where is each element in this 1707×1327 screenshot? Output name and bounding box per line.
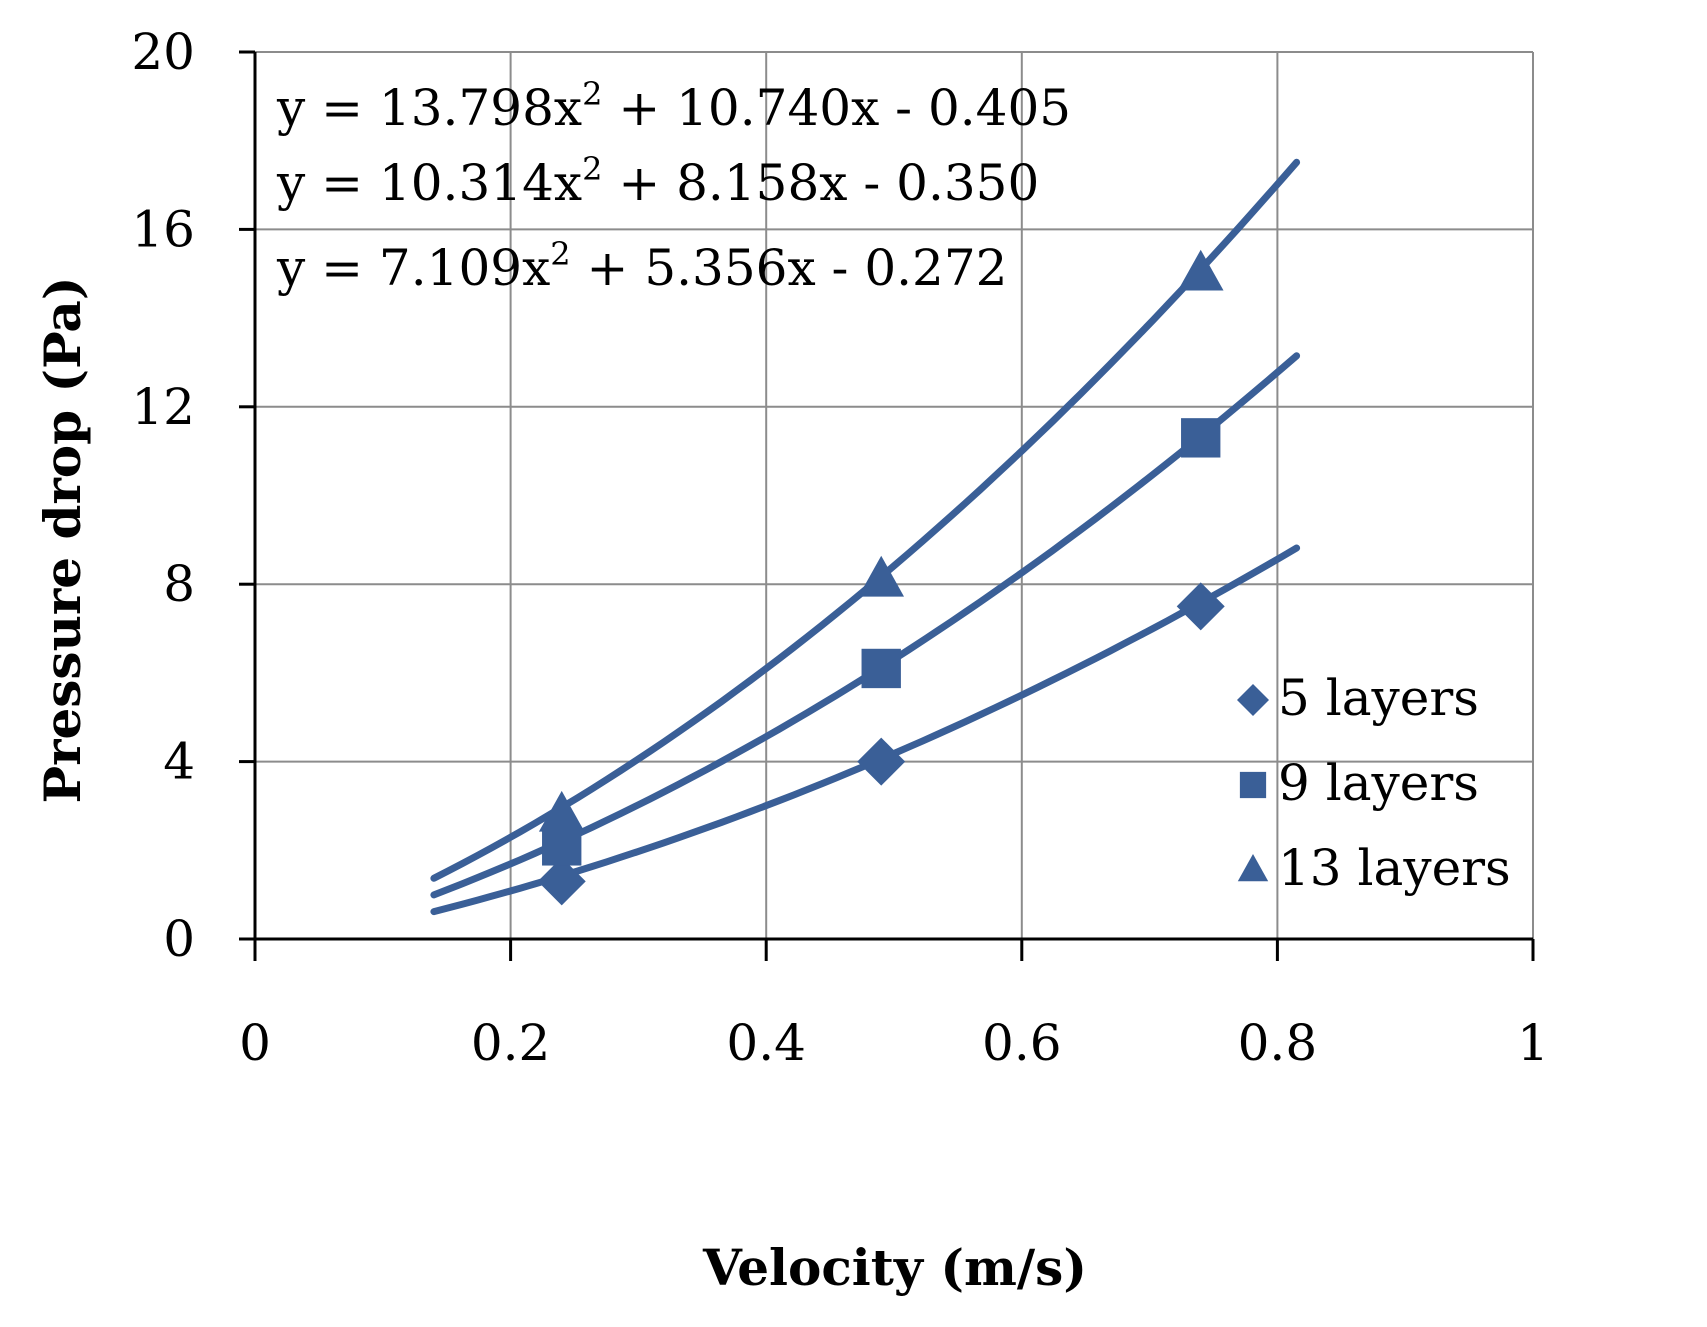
y-tick-label-4: 16	[131, 200, 195, 258]
equation-1: y = 10.314x2 + 8.158x - 0.350	[276, 150, 1039, 212]
point-1-1	[861, 648, 901, 689]
y-axis-title: Pressure drop (Pa)	[33, 277, 92, 804]
x-tick-label-4: 0.8	[1238, 1014, 1318, 1072]
axes	[239, 50, 1535, 961]
legend-label-2: 13 layers	[1278, 839, 1511, 897]
equation-0: y = 13.798x2 + 10.740x - 0.405	[276, 75, 1071, 137]
x-tick-label-3: 0.6	[982, 1014, 1062, 1072]
legend-marker-2	[1237, 854, 1269, 882]
x-axis-title: Velocity (m/s)	[702, 1238, 1087, 1297]
point-2-0	[538, 790, 585, 832]
y-tick-label-5: 20	[131, 23, 195, 81]
x-tick-label-0: 0	[239, 1014, 271, 1072]
point-1-0	[542, 826, 582, 866]
legend: 5 layers 9 layers 13 layers	[1237, 669, 1511, 897]
y-tick-label-1: 4	[163, 733, 195, 791]
point-0-2	[1176, 582, 1225, 631]
x-tick-label-1: 0.2	[471, 1014, 551, 1072]
point-1-2	[1181, 418, 1221, 458]
point-0-1	[857, 737, 906, 786]
equation-annotations: y = 13.798x2 + 10.740x - 0.405 y = 10.314…	[276, 75, 1071, 297]
point-2-2	[1177, 249, 1224, 291]
y-tick-label-0: 0	[163, 910, 195, 968]
legend-marker-1	[1239, 771, 1267, 799]
legend-label-0: 5 layers	[1278, 669, 1479, 727]
x-tick-label-5: 1	[1517, 1014, 1549, 1072]
y-tick-label-3: 12	[131, 378, 195, 436]
point-0-0	[537, 857, 586, 906]
legend-marker-0	[1237, 684, 1269, 716]
legend-label-1: 9 layers	[1278, 754, 1479, 812]
x-tick-label-2: 0.4	[726, 1014, 806, 1072]
equation-2: y = 7.109x2 + 5.356x - 0.272	[276, 235, 1007, 297]
tick-labels: 0 4 8 12 16 20 0 0.2 0.4 0.6 0.8 1	[131, 23, 1549, 1072]
point-2-1	[858, 555, 905, 597]
y-tick-label-2: 8	[163, 555, 195, 613]
data-markers	[537, 249, 1225, 906]
